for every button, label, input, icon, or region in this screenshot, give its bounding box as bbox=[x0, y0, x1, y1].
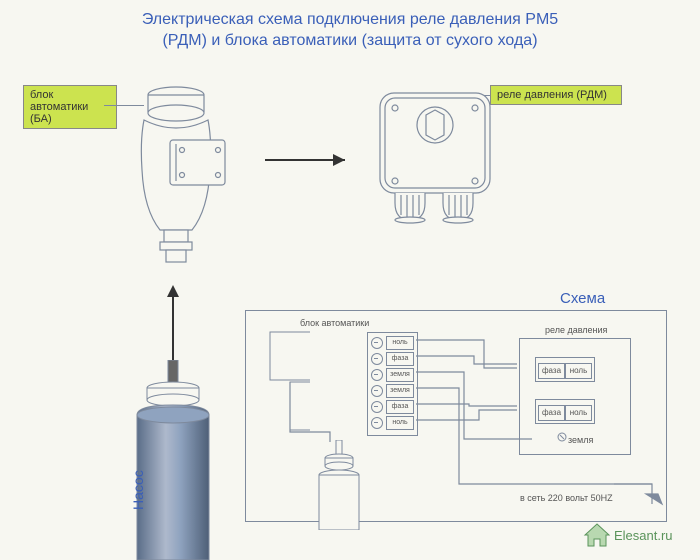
pump-label: Насос bbox=[130, 470, 146, 510]
house-icon bbox=[582, 522, 612, 548]
wire-pump bbox=[280, 382, 360, 482]
title-line2: (РДМ) и блока автоматики (защита от сухо… bbox=[162, 32, 537, 49]
arrow-right bbox=[260, 145, 360, 175]
schema-label: Схема bbox=[560, 290, 605, 307]
title-line1: Электрическая схема подключения реле дав… bbox=[142, 11, 558, 28]
mains-label: в сеть 220 вольт 50HZ bbox=[520, 493, 613, 503]
arrow-up bbox=[158, 280, 188, 370]
ba-device bbox=[120, 80, 280, 290]
wires bbox=[414, 334, 674, 514]
pump-device bbox=[120, 360, 230, 560]
rdm-device bbox=[365, 85, 515, 255]
site-label: Elesant.ru bbox=[614, 528, 673, 543]
schema-ba-label: блок автоматики bbox=[300, 318, 369, 328]
callout-ba: блок автоматики (БА) bbox=[23, 85, 117, 129]
